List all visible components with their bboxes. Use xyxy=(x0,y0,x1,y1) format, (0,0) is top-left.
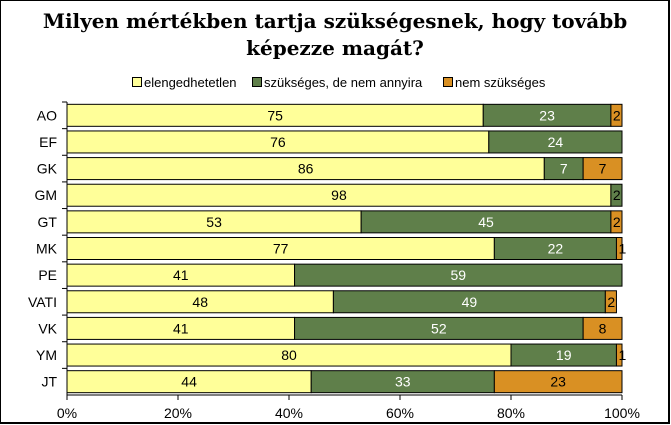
chart-title: Milyen mértékben tartja szükségesnek, ho… xyxy=(42,9,628,60)
data-label: 1 xyxy=(618,241,626,257)
category-label: VK xyxy=(38,320,57,336)
bar-segment-MK-s3 xyxy=(615,237,623,260)
x-tick-label: 80% xyxy=(497,405,525,421)
category-label: PE xyxy=(38,267,57,283)
bar-segment-EF-s2 xyxy=(488,130,623,154)
x-tick-label: 100% xyxy=(604,405,640,421)
data-label: 59 xyxy=(450,267,466,283)
data-label: 52 xyxy=(431,320,447,336)
bar-segment-GK-s3 xyxy=(582,157,623,181)
bar-segment-AO-s3 xyxy=(610,103,623,127)
data-label: 2 xyxy=(613,214,621,230)
data-label: 22 xyxy=(548,241,564,257)
legend-item-2: szükséges, de nem annyira xyxy=(252,74,422,90)
category-label: GM xyxy=(34,187,57,203)
x-tick-label: 40% xyxy=(275,405,303,421)
x-tick-label: 60% xyxy=(386,405,414,421)
data-label: 19 xyxy=(556,347,572,363)
data-label: 98 xyxy=(331,187,347,203)
category-label: GT xyxy=(38,214,58,230)
data-label: 48 xyxy=(192,294,208,310)
data-label: 2 xyxy=(613,187,621,203)
category-label: YM xyxy=(36,347,57,363)
legend-label: elengedhetetlen xyxy=(144,74,237,90)
data-label: 76 xyxy=(270,134,286,150)
x-tick-label: 0% xyxy=(57,405,77,421)
data-label: 7 xyxy=(560,161,568,177)
bar-segment-PE-s2 xyxy=(294,263,623,287)
data-label: 1 xyxy=(618,347,626,363)
category-label: GK xyxy=(37,161,58,177)
data-label: 53 xyxy=(206,214,222,230)
category-label: AO xyxy=(37,107,57,123)
data-label: 23 xyxy=(539,107,555,123)
data-label: 86 xyxy=(298,161,314,177)
category-label: MK xyxy=(36,241,58,257)
legend-swatch xyxy=(132,77,142,87)
data-label: 41 xyxy=(173,320,189,336)
data-label: 24 xyxy=(548,134,564,150)
legend-label: nem szükséges xyxy=(455,74,546,90)
bar-segment-JT-s3 xyxy=(493,370,623,394)
legend-swatch xyxy=(252,77,262,87)
data-label: 44 xyxy=(181,374,197,390)
data-label: 8 xyxy=(599,320,607,336)
data-label: 75 xyxy=(267,107,283,123)
legend-swatch xyxy=(443,77,453,87)
data-label: 49 xyxy=(462,294,478,310)
category-label: VATI xyxy=(28,294,57,310)
data-label: 33 xyxy=(395,374,411,390)
bar-segment-VATI-s3 xyxy=(604,290,617,314)
data-label: 2 xyxy=(607,294,615,310)
legend: elengedhetetlen szükséges, de nem annyira… xyxy=(0,74,671,92)
data-label: 77 xyxy=(273,241,289,257)
legend-label: szükséges, de nem annyira xyxy=(264,74,423,90)
bar-segment-GT-s3 xyxy=(610,210,623,234)
category-label: JT xyxy=(41,374,57,390)
data-label: 7 xyxy=(599,161,607,177)
legend-item-1: elengedhetetlen xyxy=(132,74,237,90)
bar-segment-YM-s3 xyxy=(615,343,623,367)
data-label: 80 xyxy=(281,347,297,363)
legend-item-3: nem szükséges xyxy=(443,74,545,90)
category-label: EF xyxy=(39,134,57,150)
data-label: 41 xyxy=(173,267,189,283)
data-label: 2 xyxy=(613,107,621,123)
bar-segment-VK-s3 xyxy=(582,316,623,340)
bar-segment-GM-s2 xyxy=(610,183,623,207)
data-label: 23 xyxy=(550,374,566,390)
data-label: 45 xyxy=(478,214,494,230)
x-tick-label: 20% xyxy=(164,405,192,421)
